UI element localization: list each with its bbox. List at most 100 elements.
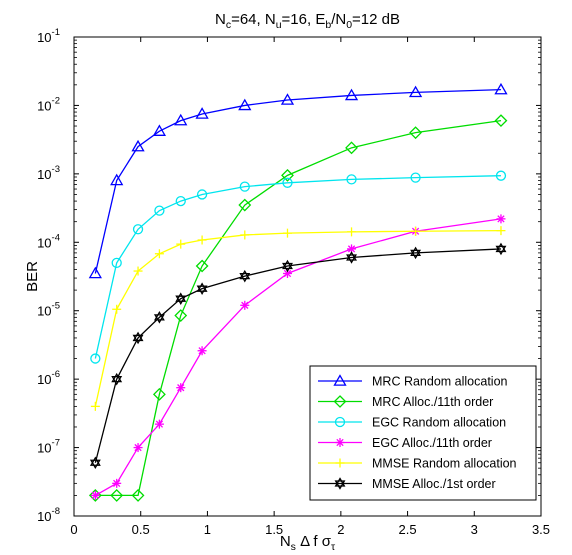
- data-point: [131, 488, 145, 502]
- x-tick-label: 3: [471, 522, 478, 537]
- legend-entry: EGC Random allocation: [318, 416, 506, 430]
- series-line: [94, 175, 501, 359]
- data-point: [197, 235, 207, 245]
- data-point: [197, 346, 207, 356]
- data-point: [410, 246, 422, 260]
- data-point: [240, 230, 250, 240]
- data-point: [238, 198, 252, 212]
- data-point: [132, 331, 144, 345]
- data-point: [347, 227, 357, 237]
- legend-box: [309, 365, 537, 501]
- data-point: [346, 174, 357, 185]
- data-point: [196, 189, 208, 200]
- data-point: [496, 214, 506, 224]
- x-tick-label: 0: [70, 522, 77, 537]
- data-point: [282, 259, 293, 273]
- data-point: [110, 488, 124, 502]
- legend-label: MRC Random allocation: [372, 375, 508, 389]
- data-point: [495, 170, 507, 181]
- series-line: [95, 119, 502, 497]
- data-point: [494, 114, 508, 128]
- series-2: [88, 114, 508, 502]
- y-tick-label: 10-7: [37, 438, 60, 456]
- y-tick-label: 10-2: [37, 95, 60, 113]
- data-point: [175, 292, 187, 305]
- legend-entry: MRC Random allocation: [318, 374, 508, 389]
- data-point: [154, 419, 164, 429]
- legend-label: MRC Alloc./11th order: [372, 395, 493, 409]
- series-1: [88, 82, 508, 279]
- data-point: [496, 226, 506, 236]
- data-point: [239, 181, 250, 192]
- data-point: [410, 172, 421, 183]
- data-point: [495, 242, 507, 256]
- series-line: [94, 89, 501, 274]
- data-point: [133, 443, 143, 453]
- legend-marker: [335, 438, 345, 447]
- y-tick-label: 10-4: [37, 232, 60, 250]
- data-point: [89, 456, 101, 470]
- x-tick-label: 3.5: [532, 522, 550, 537]
- series-4: [90, 214, 506, 500]
- legend: MRC Random allocation MRC Alloc./11th ord…: [309, 365, 537, 501]
- plot-marks: [88, 82, 508, 502]
- data-point: [282, 228, 292, 238]
- data-point: [176, 239, 186, 249]
- data-point: [281, 168, 294, 182]
- y-axis-label: BER: [24, 261, 41, 292]
- series-5: [90, 226, 506, 411]
- data-point: [175, 195, 186, 207]
- data-point: [195, 259, 209, 273]
- data-point: [174, 309, 188, 322]
- data-point: [282, 268, 292, 278]
- legend-marker: [334, 416, 346, 428]
- data-point: [174, 113, 188, 126]
- data-point: [153, 311, 165, 324]
- data-point: [196, 282, 208, 295]
- x-tick-label: 2: [337, 522, 344, 537]
- legend-label: EGC Alloc./11th order: [372, 436, 492, 450]
- y-tick-label: 10-6: [37, 369, 60, 387]
- plot-frame: [73, 36, 542, 517]
- data-point: [494, 82, 508, 95]
- axes: 0 0.5 1 1.5 2 2.5 3 3.5 10-8 10-7 10-6 10-5 10-4 10-3…: [37, 27, 550, 537]
- data-point: [154, 205, 165, 216]
- data-point: [195, 107, 209, 119]
- y-tick-label: 10-1: [37, 27, 60, 45]
- legend-entry: EGC Alloc./11th order: [318, 436, 492, 450]
- legend-label: MMSE Alloc./1st order: [372, 477, 496, 491]
- y-tick-label: 10-3: [37, 164, 60, 182]
- data-point: [133, 266, 143, 276]
- x-tick-label: 1: [204, 522, 211, 537]
- axis-labels: Ns Δ f στ BER: [24, 261, 336, 553]
- x-axis-label: Ns Δ f στ: [280, 533, 336, 553]
- legend-marker: [333, 395, 347, 408]
- y-tick-label: 10-8: [37, 506, 60, 524]
- legend-marker: [334, 477, 346, 490]
- data-point: [346, 251, 357, 264]
- x-tick-label: 0.5: [132, 522, 150, 537]
- legend-label: MMSE Random allocation: [372, 457, 517, 471]
- legend-marker: [335, 458, 345, 468]
- data-point: [132, 224, 144, 235]
- data-point: [111, 372, 123, 386]
- data-point: [152, 387, 166, 401]
- data-point: [282, 177, 293, 188]
- legend-entry: MMSE Alloc./1st order: [318, 477, 496, 491]
- data-point: [408, 85, 423, 98]
- x-tick-label: 1.5: [265, 522, 283, 537]
- data-point: [345, 141, 358, 155]
- data-point: [239, 269, 251, 283]
- data-point: [344, 88, 359, 101]
- data-point: [409, 126, 422, 140]
- chart-title-text: Nc=64, Nu=16, Eb/N0=12 dB: [215, 11, 400, 31]
- data-point: [131, 139, 145, 152]
- data-point: [411, 226, 421, 236]
- chart-title: Nc=64, Nu=16, Eb/N0=12 dB: [215, 11, 400, 31]
- legend-entry: MRC Alloc./11th order: [318, 395, 493, 409]
- data-point: [110, 173, 124, 186]
- data-point: [90, 401, 100, 411]
- data-point: [90, 353, 101, 364]
- series-6: [89, 242, 507, 470]
